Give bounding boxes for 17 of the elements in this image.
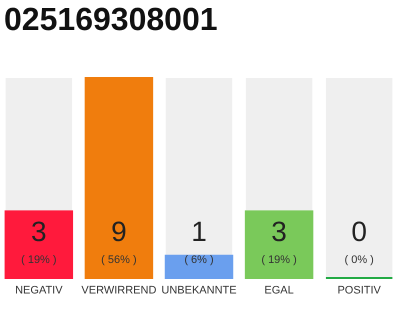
annotation: ( 0% ) bbox=[344, 254, 374, 266]
annotation: ( 19% ) bbox=[261, 254, 297, 266]
x-tick-label: VERWIRREND bbox=[81, 284, 156, 296]
annotation: ( 6% ) bbox=[184, 254, 214, 266]
x-tick-label: EGAL bbox=[264, 284, 294, 296]
data-label: 3 bbox=[271, 216, 287, 247]
x-tick-label: POSITIV bbox=[337, 284, 382, 296]
data-label: 9 bbox=[111, 216, 127, 247]
annotation: ( 19% ) bbox=[21, 254, 57, 266]
data-label: 3 bbox=[31, 216, 47, 247]
x-tick-label: NEGATIV bbox=[15, 284, 64, 296]
annotation: ( 56% ) bbox=[101, 254, 137, 266]
data-label: 1 bbox=[191, 216, 207, 247]
x-tick-label: UNBEKANNTE bbox=[161, 284, 237, 296]
bar bbox=[164, 254, 234, 279]
chart-title: 025169308001 bbox=[4, 1, 218, 37]
data-label: 0 bbox=[351, 216, 367, 247]
